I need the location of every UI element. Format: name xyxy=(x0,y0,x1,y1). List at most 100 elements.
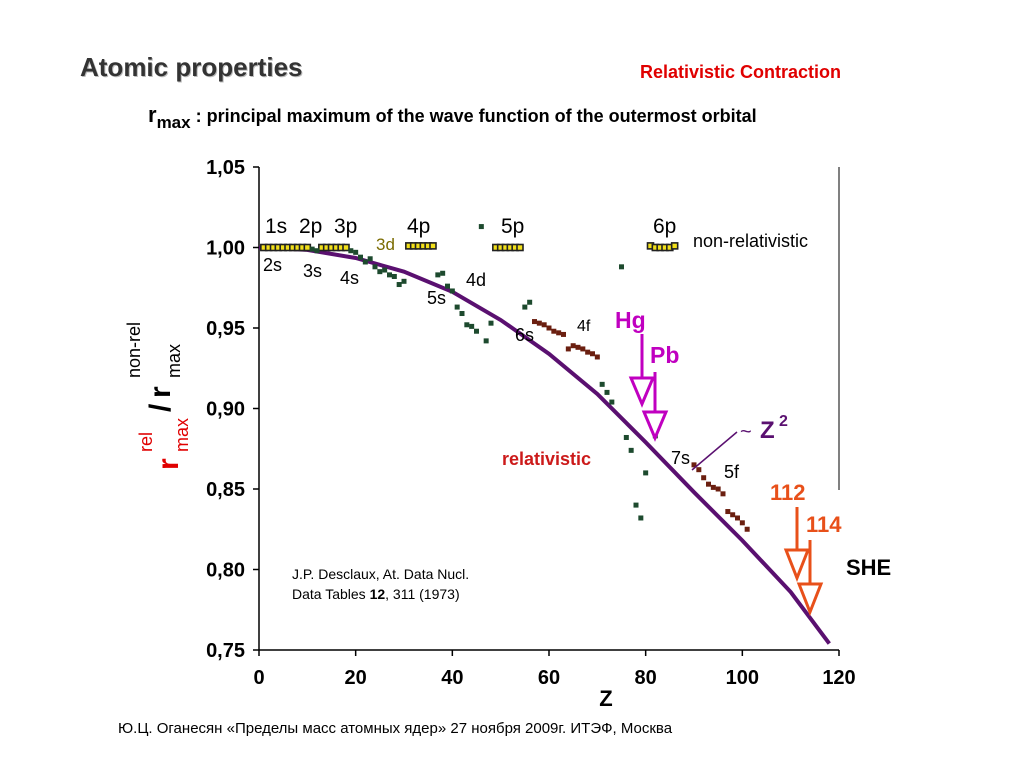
rel-point xyxy=(527,299,533,305)
rel-point xyxy=(314,248,320,254)
y-title-r-rel: r xyxy=(152,458,185,470)
orbital-label-3p: 3p xyxy=(334,215,357,238)
annotation-114: 114 xyxy=(806,512,842,537)
orbital-label-5f: 5f xyxy=(724,462,740,482)
orbital-label-4s: 4s xyxy=(340,268,359,288)
annotation-pb: Pb xyxy=(650,342,679,368)
rel-point xyxy=(348,248,354,254)
rel-point xyxy=(454,304,460,310)
x-tick-label: 120 xyxy=(822,667,855,689)
y-tick-label: 0,80 xyxy=(206,560,245,582)
y-axis-title: r max rel / r max non-rel xyxy=(124,322,192,470)
rel-point xyxy=(464,322,470,328)
rel-point xyxy=(638,515,644,521)
nonrel-point xyxy=(516,243,524,252)
rel-point xyxy=(643,470,649,476)
orbital-label-2p: 2p xyxy=(299,215,322,238)
x-axis-title: Z xyxy=(599,686,612,711)
z2-pointer-line xyxy=(691,431,738,471)
rel-point xyxy=(546,325,552,331)
rel-point xyxy=(609,399,615,405)
rel-point xyxy=(744,526,750,532)
rel-point xyxy=(730,512,736,518)
slide-footer: Ю.Ц. Оганесян «Пределы масс атомных ядер… xyxy=(118,720,673,737)
orbital-label-4f: 4f xyxy=(577,318,591,335)
y-tick-label: 0,90 xyxy=(206,399,245,421)
x-tick-label: 20 xyxy=(345,667,367,689)
rel-point xyxy=(691,462,697,468)
rel-point xyxy=(440,270,446,276)
rel-point xyxy=(561,331,566,337)
rel-point xyxy=(522,304,528,310)
orbital-label-6p: 6p xyxy=(653,215,676,238)
nonrel-point xyxy=(303,243,312,252)
y-tick-label: 0,85 xyxy=(206,479,245,501)
rel-point xyxy=(459,311,465,317)
rmax-subscript: max xyxy=(156,113,191,132)
rel-point xyxy=(362,259,368,265)
rel-point xyxy=(628,447,634,453)
y-title-sub-max-1: max xyxy=(172,418,192,452)
y-title-sub-max-2: max xyxy=(164,344,184,378)
rel-point xyxy=(696,467,702,473)
fit-curve xyxy=(258,245,831,645)
rel-point xyxy=(377,269,383,275)
element-114-arrow-icon xyxy=(796,540,824,617)
rel-point xyxy=(367,256,373,262)
x-tick-label: 80 xyxy=(635,667,657,689)
y-title-r-nonrel: r xyxy=(144,386,177,398)
y-title-sup-rel: rel xyxy=(136,432,156,452)
rel-point xyxy=(739,520,745,526)
orbital-label-5s: 5s xyxy=(427,288,446,308)
y-tick-label: 1,00 xyxy=(206,238,245,260)
rel-point xyxy=(387,272,392,278)
nonrel-point xyxy=(342,243,350,252)
rel-point xyxy=(396,282,402,288)
x-tick-label: 100 xyxy=(726,667,759,689)
rel-point xyxy=(358,254,363,260)
orbital-label-3d: 3d xyxy=(376,235,395,254)
reference-line-2-a: Data Tables xyxy=(292,586,370,602)
orbital-label-6s: 6s xyxy=(515,325,534,345)
orbital-label-1s: 1s xyxy=(265,215,287,238)
annotation-she: SHE xyxy=(846,555,891,580)
rel-point xyxy=(623,434,629,440)
rel-point xyxy=(735,515,740,521)
rel-point xyxy=(580,346,586,352)
reference-volume: 12 xyxy=(369,586,386,602)
rel-point xyxy=(710,484,716,490)
rel-point xyxy=(435,272,441,278)
element-112-arrow-icon xyxy=(783,507,811,583)
rel-point xyxy=(604,389,610,395)
orbital-label-3s: 3s xyxy=(303,261,322,281)
rel-point xyxy=(594,354,600,360)
y-tick-label: 0,75 xyxy=(206,640,245,662)
rel-point xyxy=(599,381,605,387)
slide-subtitle: Relativistic Contraction xyxy=(640,62,842,82)
rel-point xyxy=(556,330,562,336)
rel-point xyxy=(585,349,591,355)
slide-title: Atomic properties xyxy=(80,52,303,82)
rel-point xyxy=(725,509,731,515)
annotation-hg: Hg xyxy=(615,307,646,333)
rel-point xyxy=(541,322,547,328)
rel-point xyxy=(483,338,489,344)
rel-point xyxy=(488,320,494,326)
rel-point xyxy=(619,264,624,270)
rel-point xyxy=(309,246,315,252)
pb-arrow-icon xyxy=(641,372,669,442)
reference-citation: J.P. Desclaux, At. Data Nucl. Data Table… xyxy=(292,564,469,604)
annotation-relativistic: relativistic xyxy=(502,449,591,469)
x-tick-label: 60 xyxy=(538,667,560,689)
orbital-label-4p: 4p xyxy=(407,215,430,238)
rel-point xyxy=(590,351,595,357)
orbital-label-7s: 7s xyxy=(671,448,690,468)
rel-point xyxy=(474,328,479,334)
annotation-z2-exponent: 2 xyxy=(779,413,788,430)
annotation-z2: Z xyxy=(760,417,775,444)
nonrel-point xyxy=(670,242,679,250)
x-tick-label: 0 xyxy=(253,667,264,689)
rmax-description: : principal maximum of the wave function… xyxy=(195,106,757,126)
rel-point xyxy=(551,328,557,334)
